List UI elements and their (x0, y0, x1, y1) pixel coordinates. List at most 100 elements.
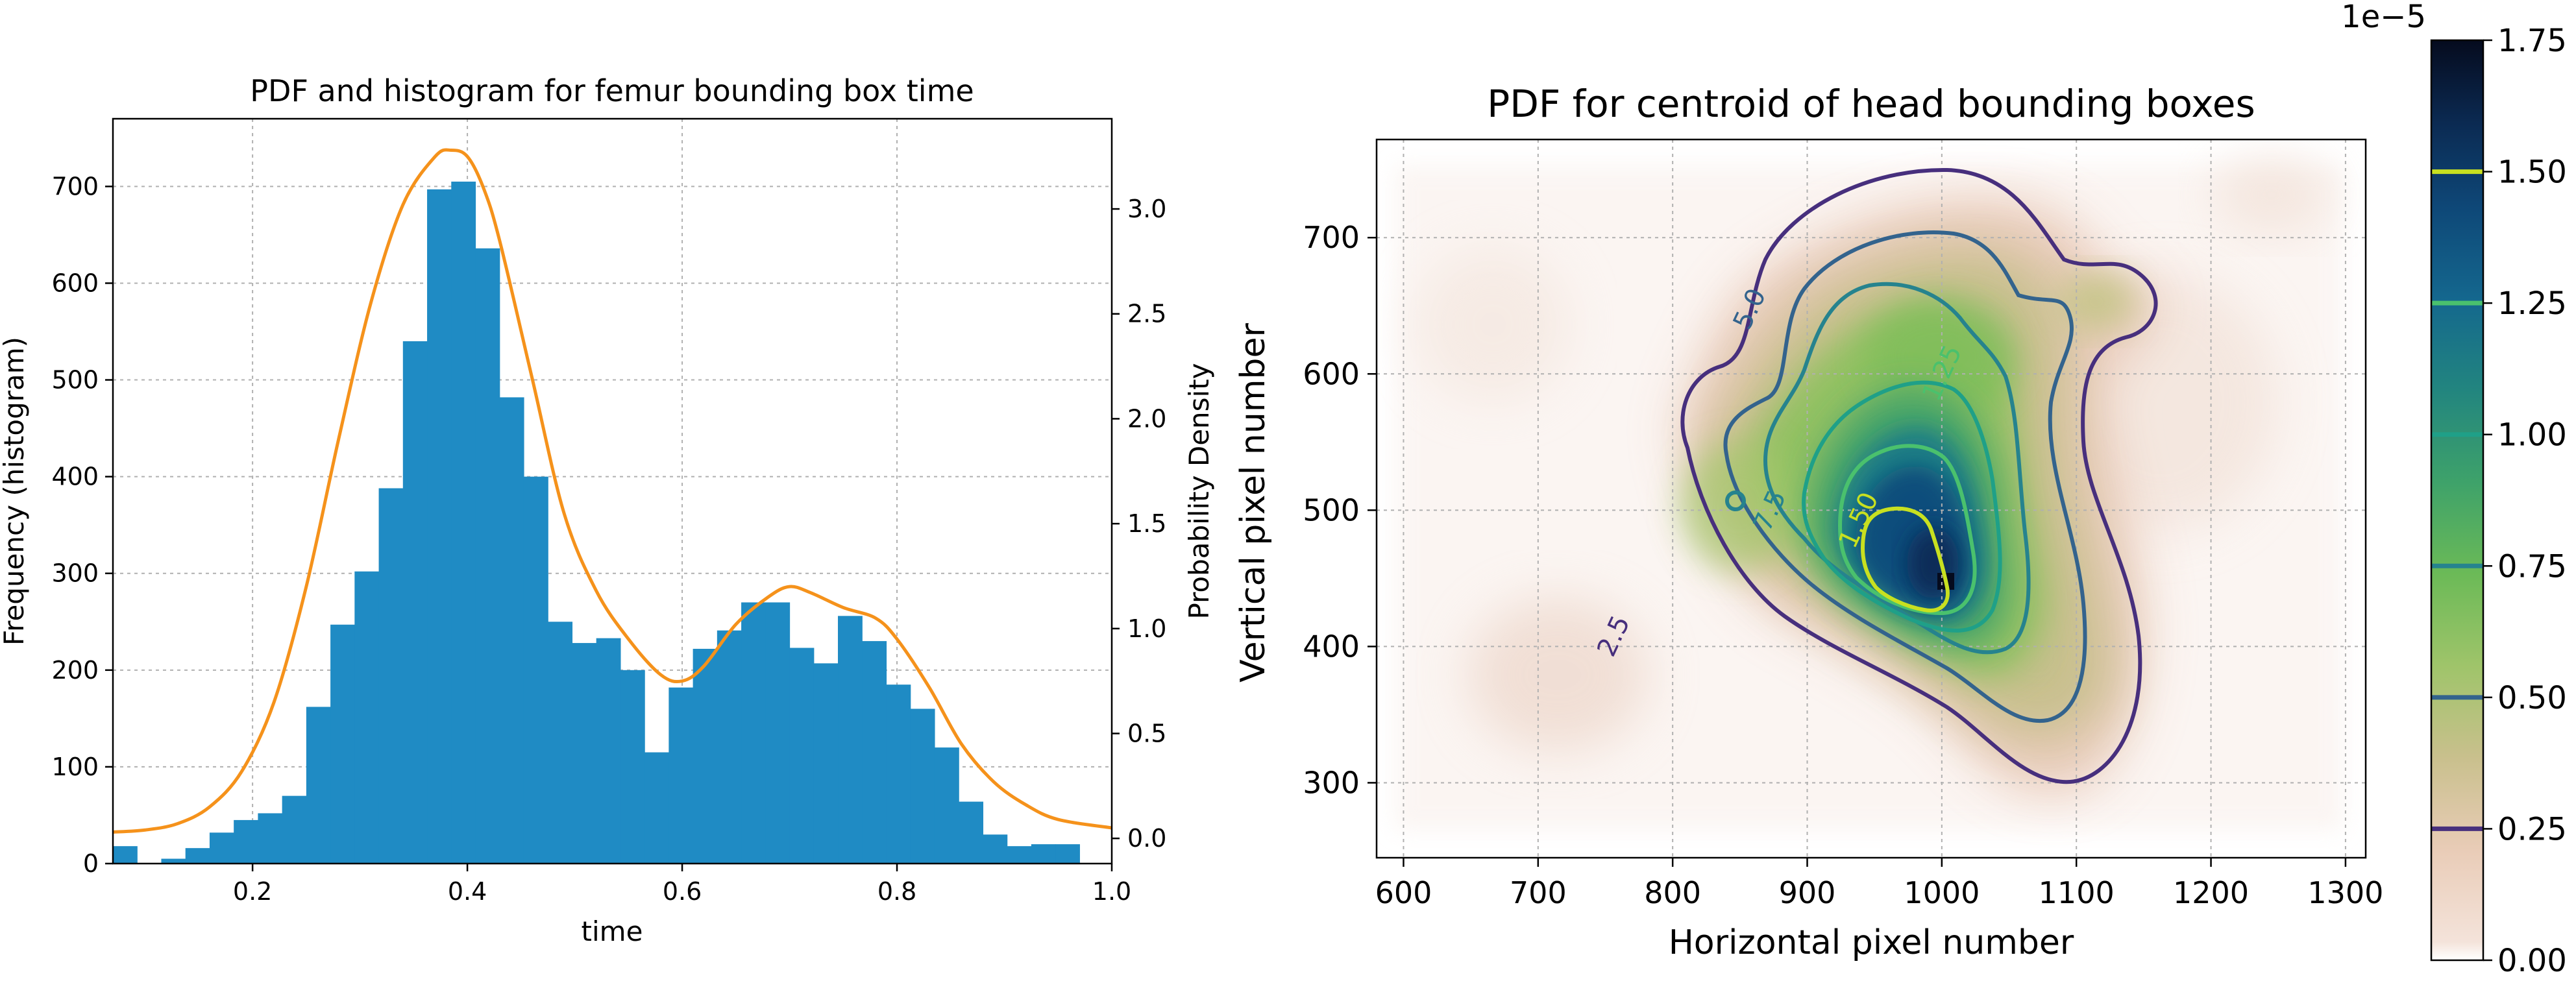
chart1-y-tick-label: 700 (51, 172, 99, 200)
histogram-bar (378, 488, 404, 864)
chart2-x-tick-label: 600 (1375, 875, 1432, 910)
chart2-x-tick-label: 1100 (2039, 875, 2115, 910)
histogram-bar (548, 622, 573, 864)
histogram-bar (499, 397, 524, 864)
histogram-chart: PDF and histogram for femur bounding box… (0, 73, 1215, 947)
chart1-title: PDF and histogram for femur bounding box… (250, 73, 974, 108)
chart1-y-tick-label: 100 (51, 753, 99, 781)
histogram-bar (354, 571, 380, 864)
contour-level-1.25 (1837, 444, 1977, 616)
colorbar-tick-label: 1.75 (2497, 23, 2567, 59)
chart1-y2-tick-label: 0.5 (1127, 720, 1166, 748)
chart1-y-tick-label: 600 (51, 269, 99, 297)
histogram-bar (1055, 844, 1080, 864)
chart2-x-tick-label: 700 (1510, 875, 1567, 910)
contour-level-0.5 (1723, 230, 2087, 723)
histogram-bar (934, 747, 959, 864)
density-contours (1680, 167, 2158, 784)
colorbar-tick-label: 1.50 (2497, 154, 2567, 191)
chart1-y2-axis-label: Probability Density (1183, 363, 1215, 619)
chart1-y-axis-label: Frequency (histogram) (0, 337, 30, 646)
histogram-bar (620, 670, 645, 864)
chart1-y2-ticks: 0.0 0.5 1.0 1.5 2.0 2.5 3.0 (1112, 195, 1166, 853)
histogram-bar (813, 663, 839, 864)
chart1-y2-tick-label: 1.5 (1127, 509, 1166, 538)
chart2-y-tick-label: 600 (1303, 356, 1360, 391)
histogram-bar (113, 846, 138, 864)
chart2-x-ticks: 600 700 800 900 1000 1100 1200 1300 (1375, 858, 2383, 910)
chart1-y2-tick-label: 2.0 (1127, 404, 1166, 433)
chart2-title: PDF for centroid of head bounding boxes (1487, 82, 2255, 126)
histogram-bar (1031, 844, 1056, 864)
colorbar-tick-label: 0.50 (2497, 680, 2567, 716)
histogram-bar (959, 801, 984, 864)
chart1-y-tick-label: 400 (51, 463, 99, 491)
histogram-bar (209, 832, 234, 864)
chart1-y-tick-label: 0 (83, 849, 99, 878)
chart2-x-axis-label: Horizontal pixel number (1669, 923, 2074, 962)
chart1-y-ticks: 0 100 200 300 400 500 600 700 (51, 172, 113, 878)
colorbar-tick-label: 0.00 (2497, 943, 2567, 979)
chart2-x-tick-label: 1000 (1904, 875, 1980, 910)
chart1-bars (113, 181, 1080, 864)
colorbar: 0.00 0.25 0.50 0.75 1.00 1.25 1.50 1.75 1e−5 (2341, 0, 2567, 979)
chart1-y-tick-label: 500 (51, 366, 99, 394)
chart1-y2-tick-label: 2.5 (1127, 300, 1166, 328)
colorbar-gradient (2431, 40, 2483, 960)
histogram-bar (1007, 846, 1032, 864)
chart2-x-tick-label: 800 (1644, 875, 1701, 910)
chart1-y2-tick-label: 3.0 (1127, 195, 1166, 223)
density-chart: PDF for centroid of head bounding boxes (1234, 82, 2383, 962)
histogram-bar (330, 624, 355, 864)
chart2-x-tick-label: 900 (1779, 875, 1836, 910)
contour-level-0.25 (1680, 167, 2158, 784)
histogram-bar (523, 476, 548, 864)
histogram-bar (596, 638, 621, 864)
histogram-bar (572, 643, 597, 864)
histogram-bar (838, 616, 863, 864)
density-heatmap (1395, 156, 2343, 830)
chart1-x-axis-label: time (582, 915, 643, 947)
histogram-bar (234, 819, 259, 864)
histogram-bar (282, 795, 307, 864)
chart1-x-tick-label: 0.2 (233, 877, 272, 906)
contour-level-0.75-island (1725, 490, 1746, 511)
chart1-y-tick-label: 300 (51, 559, 99, 588)
chart2-x-tick-label: 1200 (2173, 875, 2249, 910)
colorbar-tick-label: 0.25 (2497, 811, 2567, 847)
histogram-bar (258, 813, 283, 864)
colorbar-multiplier: 1e−5 (2341, 0, 2426, 35)
histogram-bar (669, 687, 694, 864)
histogram-bar (717, 630, 742, 864)
histogram-bar (910, 708, 935, 864)
histogram-bar (475, 248, 500, 864)
chart1-y2-tick-label: 0.0 (1127, 824, 1166, 853)
histogram-bar (741, 602, 766, 864)
chart1-y-tick-label: 200 (51, 656, 99, 684)
histogram-bar (161, 858, 186, 864)
chart1-axes-frame (112, 117, 1113, 865)
histogram-bar (402, 341, 428, 864)
histogram-bar (983, 834, 1008, 864)
chart2-y-ticks: 300 400 500 600 700 (1303, 220, 1377, 800)
contour-level-0.75 (1763, 282, 2031, 655)
chart1-x-ticks: 0.2 0.4 0.6 0.8 1.0 (233, 864, 1131, 906)
histogram-bar (644, 752, 669, 864)
colorbar-ticks: 0.00 0.25 0.50 0.75 1.00 1.25 1.50 1.75 (2483, 23, 2567, 979)
chart1-x-tick-label: 0.6 (663, 877, 702, 906)
histogram-bar (789, 648, 815, 864)
contour-level-1.0 (1802, 380, 2002, 633)
colorbar-tick-label: 0.75 (2497, 548, 2567, 585)
histogram-bar (427, 189, 452, 864)
chart2-axes-frame (1375, 138, 2367, 859)
chart2-x-tick-label: 1300 (2307, 875, 2383, 910)
chart2-y-axis-label: Vertical pixel number (1234, 323, 1273, 683)
pdf-curve (113, 148, 1112, 834)
histogram-bar (451, 181, 476, 864)
histogram-bar (862, 641, 887, 864)
chart2-y-tick-label: 300 (1303, 765, 1360, 800)
contour-level-1.5 (1860, 506, 1950, 612)
chart1-x-tick-label: 1.0 (1092, 877, 1131, 906)
chart2-grid (1377, 139, 2366, 858)
chart2-y-tick-label: 500 (1303, 492, 1360, 527)
